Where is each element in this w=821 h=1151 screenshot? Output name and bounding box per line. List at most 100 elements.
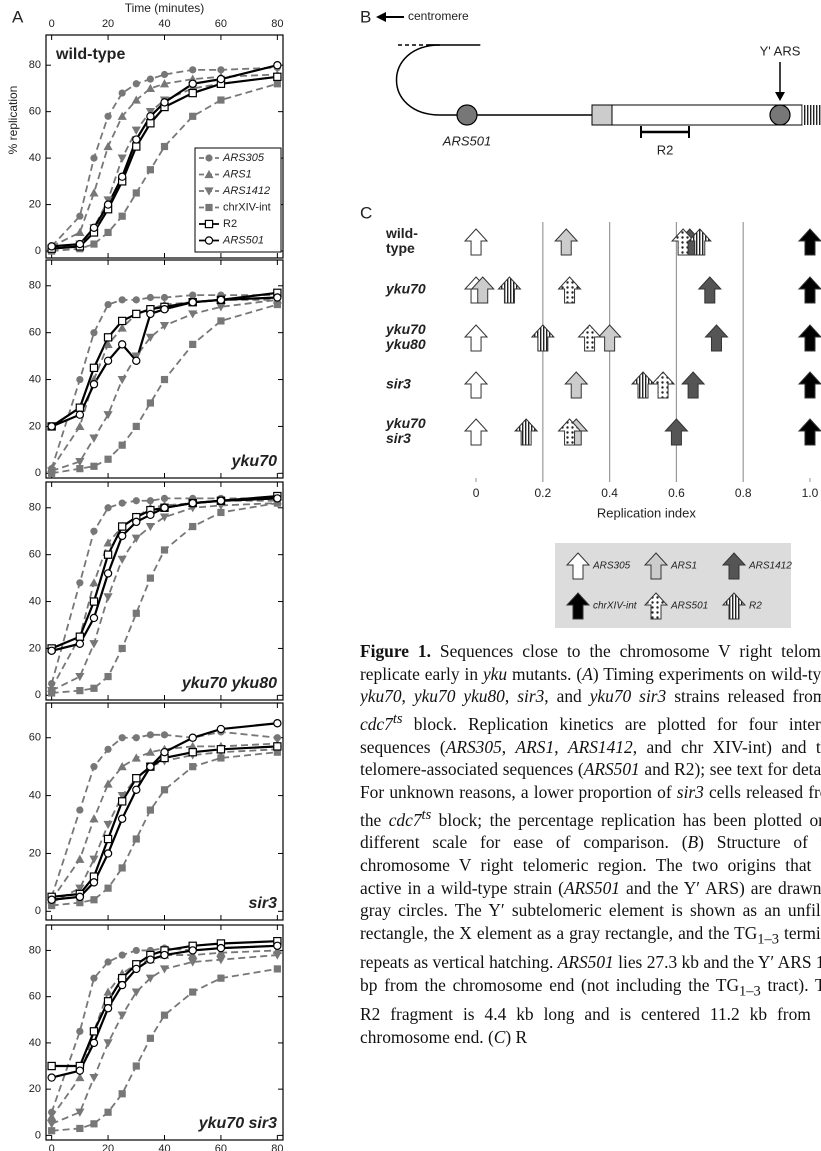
y-tick-label: 20 bbox=[29, 1083, 41, 1095]
marker bbox=[133, 947, 140, 954]
legend-label: ARS1412 bbox=[748, 561, 792, 572]
marker bbox=[119, 523, 126, 530]
centromere-label: centromere bbox=[408, 9, 469, 23]
y-tick-label: 80 bbox=[29, 280, 41, 292]
caption: Figure 1. Sequences close to the chromos… bbox=[360, 640, 821, 1048]
marker bbox=[189, 89, 196, 96]
caption-run: yku70 yku80 bbox=[414, 686, 505, 706]
marker bbox=[48, 896, 55, 903]
marker bbox=[76, 806, 83, 813]
marker bbox=[119, 341, 126, 348]
marker bbox=[189, 499, 196, 506]
arrow-marker bbox=[465, 372, 487, 398]
marker bbox=[119, 815, 126, 822]
caption-run: cdc7 bbox=[360, 714, 393, 734]
marker bbox=[147, 806, 154, 813]
x-tick-label: 20 bbox=[102, 1143, 114, 1151]
marker bbox=[104, 334, 111, 341]
legend-marker bbox=[205, 204, 212, 211]
caption-run: ts bbox=[393, 711, 403, 727]
caption-run: Figure 1. bbox=[360, 641, 431, 661]
y-tick-label: 40 bbox=[29, 152, 41, 164]
marker bbox=[48, 1062, 55, 1069]
row-label: yku70 bbox=[385, 415, 426, 431]
arrow-marker bbox=[799, 325, 821, 351]
marker bbox=[90, 381, 97, 388]
marker bbox=[217, 754, 224, 761]
marker bbox=[119, 89, 126, 96]
panel-strain-label: yku70 sir3 bbox=[198, 1115, 277, 1132]
legend-label: R2 bbox=[223, 218, 237, 230]
legend-label: chrXIV-int bbox=[223, 201, 271, 213]
caption-run: , bbox=[402, 686, 414, 706]
marker bbox=[90, 614, 97, 621]
arrow-marker bbox=[652, 372, 674, 398]
marker bbox=[76, 240, 83, 247]
arrow-marker bbox=[532, 325, 554, 351]
row-label: type bbox=[386, 240, 415, 256]
marker bbox=[104, 357, 111, 364]
marker bbox=[147, 113, 154, 120]
arrow-marker bbox=[515, 419, 537, 445]
arrow-marker bbox=[465, 229, 487, 255]
line-panel: 0204060sir3 bbox=[29, 703, 283, 920]
marker bbox=[161, 546, 168, 553]
marker bbox=[274, 73, 281, 80]
marker bbox=[119, 173, 126, 180]
marker bbox=[147, 294, 154, 301]
row-label: yku70 bbox=[385, 281, 426, 297]
legend-label: ARS1412 bbox=[222, 185, 270, 197]
marker bbox=[48, 1074, 55, 1081]
marker bbox=[274, 965, 281, 972]
caption-run: , bbox=[554, 737, 568, 757]
marker bbox=[133, 1062, 140, 1069]
y-tick-label: 0 bbox=[35, 245, 41, 257]
marker bbox=[189, 734, 196, 741]
arrow-marker bbox=[498, 277, 520, 303]
caption-run: sir3 bbox=[517, 686, 544, 706]
caption-run: ts bbox=[422, 807, 432, 823]
x-tick-label: 0 bbox=[49, 1143, 55, 1151]
arrow-marker bbox=[599, 325, 621, 351]
marker bbox=[119, 499, 126, 506]
caption-run: strains released from a bbox=[666, 686, 821, 706]
marker bbox=[90, 598, 97, 605]
row-label: yku70 bbox=[385, 321, 426, 337]
x-tick-label: 60 bbox=[215, 1143, 227, 1151]
y-tick-label: 20 bbox=[29, 198, 41, 210]
row-label: sir3 bbox=[386, 376, 411, 392]
row-label: wild- bbox=[385, 225, 418, 241]
caption-run: mutants. ( bbox=[507, 664, 582, 684]
panel-label: C bbox=[360, 203, 372, 222]
marker bbox=[147, 956, 154, 963]
marker bbox=[274, 301, 281, 308]
marker bbox=[274, 80, 281, 87]
marker bbox=[104, 504, 111, 511]
x-tick-label: 60 bbox=[215, 18, 227, 30]
marker bbox=[217, 975, 224, 982]
panel-strain-label: yku70 yku80 bbox=[181, 675, 277, 692]
marker bbox=[76, 465, 83, 472]
arrow-marker bbox=[799, 372, 821, 398]
marker bbox=[90, 155, 97, 162]
marker bbox=[217, 725, 224, 732]
marker bbox=[76, 411, 83, 418]
marker bbox=[189, 988, 196, 995]
marker bbox=[217, 497, 224, 504]
marker bbox=[147, 76, 154, 83]
marker bbox=[104, 958, 111, 965]
marker bbox=[189, 763, 196, 770]
caption-run: ) Timing experiments on wild-type, bbox=[593, 664, 821, 684]
legend-label: ARS501 bbox=[222, 234, 264, 246]
chromosome-loop bbox=[397, 45, 593, 115]
marker bbox=[90, 763, 97, 770]
arrow-marker bbox=[559, 277, 581, 303]
caption-run: ARS501 bbox=[558, 952, 614, 972]
marker bbox=[147, 731, 154, 738]
marker bbox=[48, 423, 55, 430]
caption-run: , and bbox=[544, 686, 589, 706]
caption-run: ARS305 bbox=[446, 737, 502, 757]
row-label: sir3 bbox=[386, 430, 411, 446]
y-tick-label: 0 bbox=[35, 1129, 41, 1141]
caption-run: ARS1412 bbox=[568, 737, 633, 757]
